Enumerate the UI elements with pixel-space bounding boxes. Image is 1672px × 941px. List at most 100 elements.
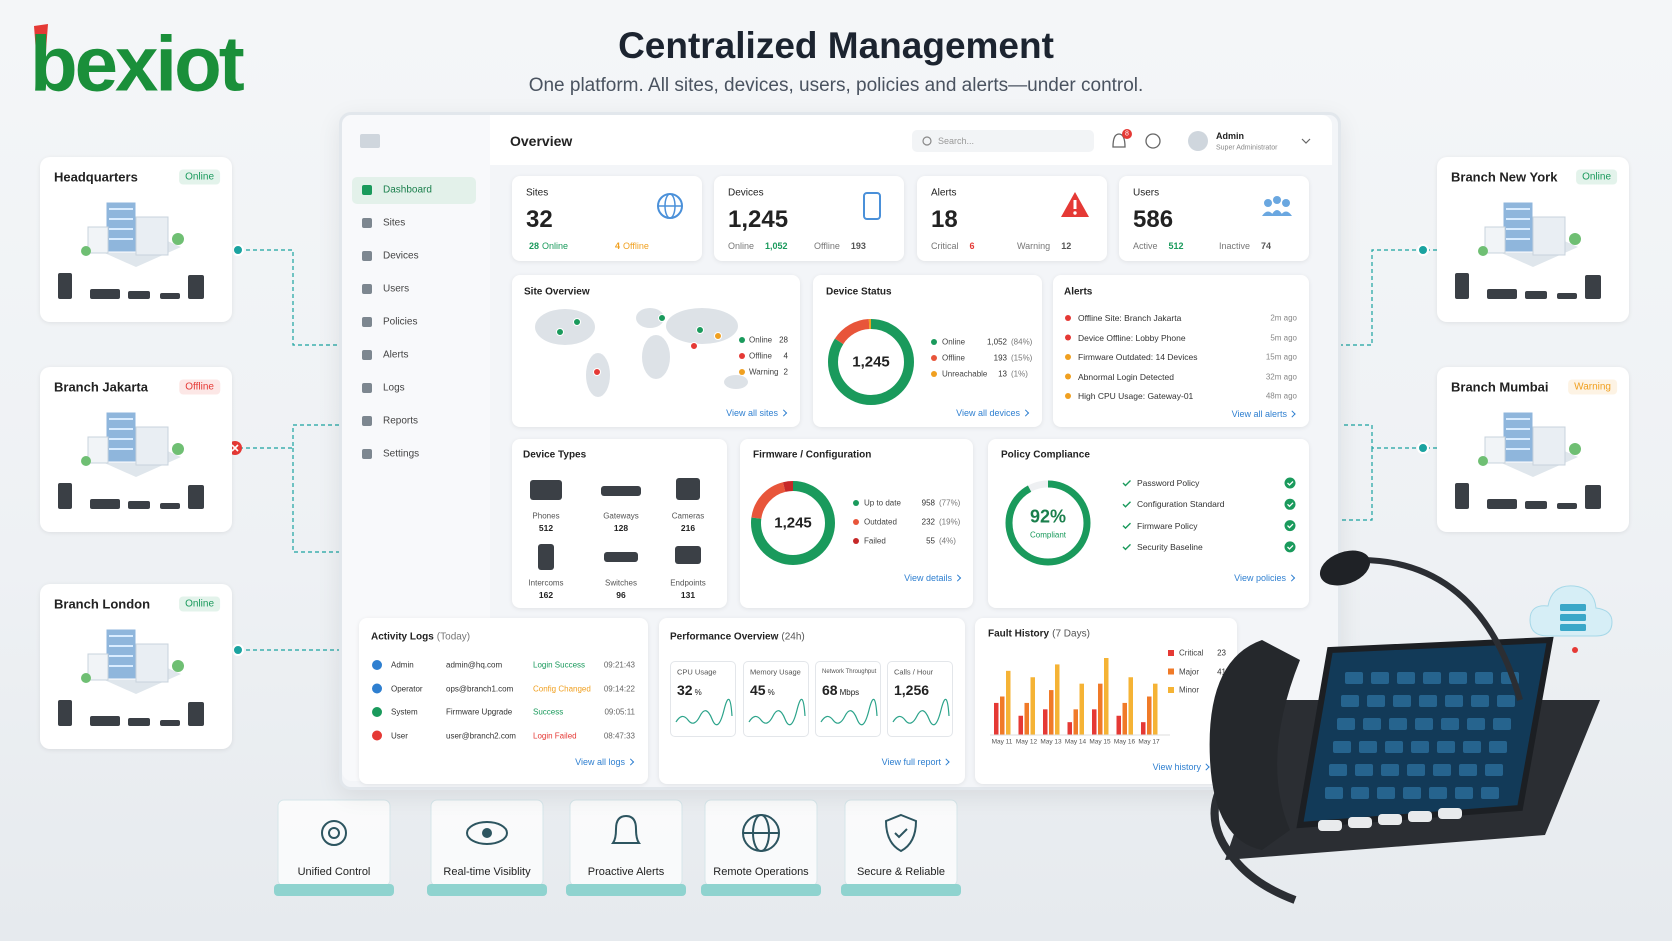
nav-item[interactable]: Devices <box>383 250 419 262</box>
feature-icon <box>321 820 347 846</box>
detail-label: Active <box>1133 241 1158 251</box>
gooseneck <box>1359 557 1523 701</box>
screen-key <box>1403 787 1421 799</box>
detail-value: 193 <box>850 241 866 251</box>
link[interactable]: View all sites <box>726 408 787 418</box>
device-type-count: 162 <box>538 590 554 600</box>
mic-led <box>1572 647 1578 653</box>
metric-unit: Mbps <box>839 688 860 697</box>
connector-error-x <box>231 444 239 452</box>
activity-time: 09:21:43 <box>603 660 635 670</box>
site-name: Branch New York <box>1451 169 1558 185</box>
metric-value: 32% <box>677 682 702 700</box>
screen-key <box>1411 741 1429 753</box>
screen-key <box>1485 764 1503 776</box>
screen-key <box>1363 718 1381 730</box>
server-icon <box>1560 624 1586 631</box>
feature-label: Proactive Alerts <box>587 866 665 878</box>
legend-value: 2 <box>783 367 788 377</box>
nav-item[interactable]: Alerts <box>383 349 409 361</box>
link[interactable]: View details <box>904 573 961 583</box>
stat-detail: Critical 6 <box>931 241 978 251</box>
detail-value: 74 <box>1261 241 1272 251</box>
x-tick-label: May 14 <box>1064 738 1087 746</box>
nav-item[interactable]: Logs <box>383 382 405 394</box>
metric-value: 1,256 <box>894 682 929 700</box>
policy-name: Configuration Standard <box>1137 499 1225 510</box>
activity-time: 09:05:11 <box>604 707 635 717</box>
site-name: Headquarters <box>54 169 138 185</box>
alert-text: Abnormal Login Detected <box>1078 371 1174 382</box>
page-subtitle: One platform. All sites, devices, users,… <box>528 75 1144 96</box>
screen-key <box>1419 695 1437 707</box>
link[interactable]: View all alerts <box>1232 409 1296 419</box>
pedestal-base <box>274 884 394 896</box>
policy-name: Firmware Policy <box>1137 520 1198 531</box>
detail-value: 512 <box>1168 241 1184 251</box>
screen-key <box>1367 695 1385 707</box>
screen-key <box>1475 672 1493 684</box>
screen-key <box>1489 741 1507 753</box>
topbar <box>490 115 1332 165</box>
detail-value: 1,052 <box>765 241 788 251</box>
screen-key <box>1389 718 1407 730</box>
site-status: Warning <box>1568 379 1617 395</box>
alert-text: Device Offline: Lobby Phone <box>1078 332 1186 343</box>
nav-item[interactable]: Sites <box>383 217 406 229</box>
nav-item[interactable]: Policies <box>383 316 418 328</box>
screen-key <box>1441 718 1459 730</box>
legend-count: 1,052 <box>986 337 1007 347</box>
card-title: Alerts <box>1064 286 1093 298</box>
phone-button <box>1318 820 1342 831</box>
nav-item[interactable]: Dashboard <box>383 184 432 196</box>
activity-result: Config Changed <box>533 684 591 693</box>
phone-button <box>1438 808 1462 819</box>
screen-key <box>1371 672 1389 684</box>
link[interactable]: View all logs <box>575 757 634 767</box>
card-title: Activity Logs (Today) <box>371 632 470 643</box>
stat-value: 18 <box>931 206 958 233</box>
screen-key <box>1471 695 1489 707</box>
detail-label: Offline <box>623 241 649 251</box>
stat-card <box>1119 176 1309 261</box>
nav-item[interactable]: Reports <box>383 415 419 427</box>
link[interactable]: View history <box>1153 762 1210 772</box>
site-name: Branch Jakarta <box>54 379 148 395</box>
detail-label: Online <box>728 241 755 251</box>
x-tick-label: May 12 <box>1015 738 1038 746</box>
nav-item[interactable]: Users <box>383 283 410 295</box>
link[interactable]: View all devices <box>956 408 1029 418</box>
nav-item[interactable]: Settings <box>383 448 420 460</box>
phone-cord <box>1210 777 1297 904</box>
feature-icon <box>328 827 340 839</box>
detail-value: 4 <box>615 241 621 251</box>
search-box[interactable] <box>912 130 1094 152</box>
link[interactable]: View full report <box>882 757 950 767</box>
legend-percent: (84%) <box>1011 337 1033 347</box>
search-placeholder[interactable]: Search... <box>938 136 975 146</box>
legend-value: 4 <box>783 351 788 361</box>
x-tick-label: May 11 <box>991 738 1013 746</box>
detail-value: 12 <box>1061 241 1072 251</box>
detail-label: Critical <box>931 241 959 251</box>
screen-key <box>1415 718 1433 730</box>
gauge-label: 92% <box>1029 506 1067 527</box>
activity-account: ops@branch1.com <box>446 684 514 693</box>
activity-account: user@branch2.com <box>446 731 516 740</box>
alert-time: 2m ago <box>1270 313 1297 323</box>
stat-detail: Online 1,052 <box>728 241 791 251</box>
feature-icon <box>466 821 508 845</box>
screen-key <box>1467 718 1485 730</box>
site-name: Branch London <box>54 596 151 612</box>
feature-label: Remote Operations <box>713 866 809 878</box>
link[interactable]: View policies <box>1234 573 1295 583</box>
metric-number: 45 <box>750 682 766 698</box>
screen-key <box>1459 764 1477 776</box>
screen-key <box>1351 787 1369 799</box>
card-title: Policy Compliance <box>1001 449 1090 461</box>
detail-label: Online <box>542 241 569 251</box>
phone-button <box>1408 811 1432 822</box>
screen-key <box>1423 672 1441 684</box>
legend-value: 67 <box>1217 685 1226 695</box>
legend-percent: (77%) <box>939 498 961 508</box>
